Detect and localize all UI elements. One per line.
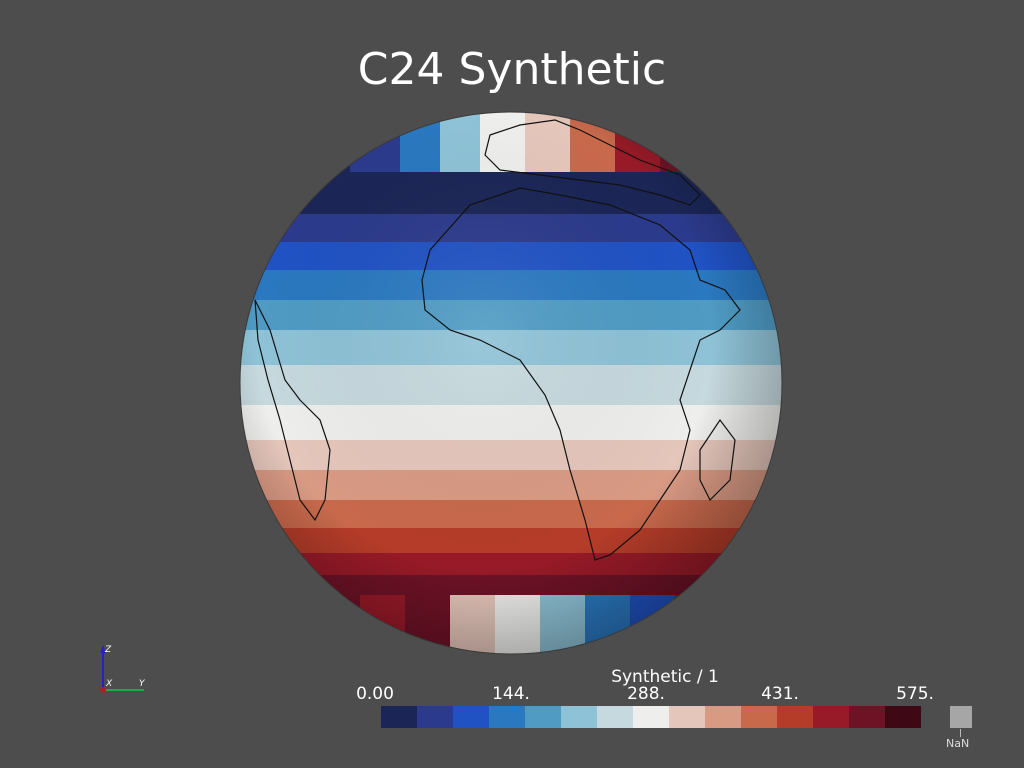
nan-label: NaN: [946, 737, 970, 750]
nan-color-swatch: [950, 706, 972, 728]
colorbar-swatch: [417, 706, 453, 728]
axis-label-x: X: [105, 679, 113, 689]
colorbar-tick: 0.00: [356, 684, 394, 704]
colorbar-swatch: [741, 706, 777, 728]
colorbar-swatch: [669, 706, 705, 728]
colorbar-swatch: [597, 706, 633, 728]
colorbar-swatch: [633, 706, 669, 728]
colorbar-swatch: [453, 706, 489, 728]
colorbar-tick: 144.: [492, 684, 530, 704]
colorbar-swatch: [525, 706, 561, 728]
colorbar-swatch: [849, 706, 885, 728]
orientation-axes: Z X Y: [100, 645, 146, 693]
colorbar-tick: 575.: [896, 684, 934, 704]
colorbar-swatch: [705, 706, 741, 728]
nan-tick-mark: [960, 729, 961, 737]
sphere-bands: [240, 112, 782, 654]
colorbar-swatch: [885, 706, 921, 728]
axis-label-z: Z: [104, 645, 112, 655]
coastline-outlines: [254, 119, 741, 561]
colorbar: [381, 706, 921, 728]
colorbar-tick: 288.: [627, 684, 665, 704]
colorbar-title: Synthetic / 1: [611, 667, 719, 687]
plot-title: C24 Synthetic: [357, 44, 667, 95]
colorbar-swatch: [561, 706, 597, 728]
colorbar-swatch: [381, 706, 417, 728]
axis-label-y: Y: [139, 679, 146, 689]
colorbar-swatch: [777, 706, 813, 728]
colorbar-swatch: [813, 706, 849, 728]
colorbar-tick: 431.: [761, 684, 799, 704]
colorbar-swatch: [489, 706, 525, 728]
